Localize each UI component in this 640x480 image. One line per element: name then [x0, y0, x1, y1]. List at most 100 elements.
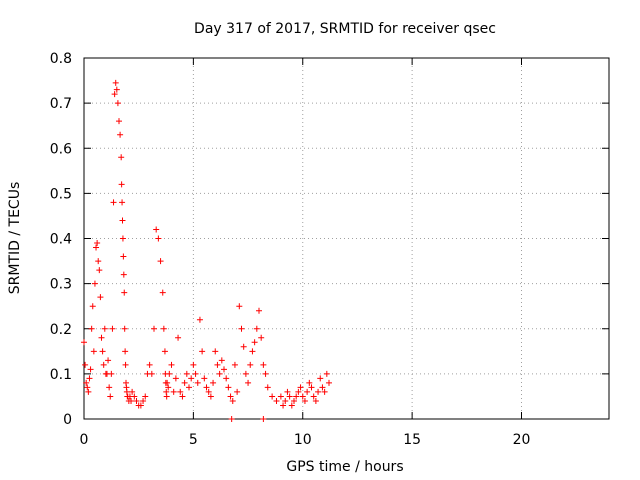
- data-point: [315, 388, 322, 395]
- data-point: [151, 325, 157, 332]
- data-points: [81, 79, 332, 422]
- data-point: [89, 303, 96, 310]
- chart-title: Day 317 of 2017, SRMTID for receiver qse…: [194, 21, 496, 37]
- data-point: [159, 289, 166, 296]
- data-point: [177, 388, 184, 395]
- x-axis-label: GPS time / hours: [286, 459, 403, 475]
- grid-lines: [84, 58, 609, 419]
- data-point: [88, 325, 95, 332]
- y-tick-label: 0.8: [50, 51, 72, 67]
- y-tick-label: 0.1: [50, 367, 72, 383]
- data-point: [119, 235, 126, 242]
- data-point: [205, 388, 212, 395]
- data-point: [118, 154, 125, 161]
- data-point: [238, 325, 245, 332]
- data-point: [253, 325, 260, 332]
- data-point: [170, 388, 177, 395]
- data-point: [280, 402, 287, 409]
- data-point: [157, 258, 164, 265]
- data-point: [216, 370, 223, 377]
- y-tick-label: 0.4: [50, 232, 72, 248]
- data-point: [231, 361, 238, 368]
- data-point: [293, 393, 300, 400]
- x-tick-label: 10: [294, 432, 312, 448]
- y-tick-label: 0.2: [50, 322, 72, 338]
- axis-ticks: [83, 57, 609, 420]
- data-point: [91, 280, 98, 287]
- data-point: [168, 361, 175, 368]
- y-tick-label: 0.7: [50, 96, 72, 112]
- data-point: [326, 379, 332, 386]
- data-point: [319, 384, 326, 391]
- data-point: [212, 348, 219, 355]
- y-tick-label: 0.5: [50, 186, 72, 202]
- data-point: [245, 379, 252, 386]
- data-point: [86, 375, 93, 382]
- data-point: [110, 199, 117, 206]
- data-point: [236, 303, 243, 310]
- data-point: [291, 397, 297, 404]
- data-point: [90, 348, 97, 355]
- data-point: [96, 267, 103, 274]
- data-point: [108, 370, 115, 377]
- data-point: [247, 361, 254, 368]
- data-point: [199, 348, 206, 355]
- data-point: [101, 325, 108, 332]
- data-point: [317, 375, 324, 382]
- x-tick-label: 15: [403, 432, 421, 448]
- data-point: [181, 379, 188, 386]
- y-tick-label: 0.6: [50, 141, 72, 157]
- data-point: [109, 325, 116, 332]
- data-point: [312, 397, 319, 404]
- data-point: [122, 361, 129, 368]
- data-point: [172, 375, 179, 382]
- data-point: [133, 397, 140, 404]
- data-point: [81, 339, 87, 346]
- data-point: [192, 370, 199, 377]
- data-point: [140, 397, 147, 404]
- data-point: [273, 397, 280, 404]
- data-point: [288, 402, 295, 409]
- data-point: [120, 271, 127, 278]
- series-srmtid: [81, 79, 332, 422]
- data-point: [277, 393, 284, 400]
- y-tick-label: 0: [63, 412, 72, 428]
- y-tick-label: 0.3: [50, 277, 72, 293]
- data-point: [256, 307, 262, 314]
- data-point: [201, 375, 208, 382]
- data-point: [94, 240, 101, 247]
- data-point: [260, 361, 267, 368]
- data-point: [118, 181, 125, 188]
- data-point: [155, 235, 162, 242]
- data-point: [194, 379, 201, 386]
- data-point: [113, 86, 120, 93]
- data-point: [234, 388, 241, 395]
- x-tick-label: 5: [189, 432, 198, 448]
- data-point: [188, 375, 195, 382]
- data-point: [183, 370, 190, 377]
- data-point: [262, 370, 269, 377]
- data-point: [106, 384, 113, 391]
- data-point: [119, 217, 126, 224]
- data-point: [117, 131, 124, 138]
- data-point: [137, 402, 144, 409]
- data-point: [269, 393, 276, 400]
- data-point: [284, 388, 291, 395]
- data-point: [227, 393, 234, 400]
- data-point: [119, 199, 126, 206]
- data-point: [111, 91, 118, 98]
- data-point: [146, 361, 153, 368]
- data-point: [282, 397, 289, 404]
- data-point: [160, 325, 167, 332]
- data-point: [114, 100, 121, 107]
- data-point: [164, 379, 171, 386]
- data-point: [100, 361, 107, 368]
- data-point: [93, 244, 100, 251]
- data-point: [249, 348, 256, 355]
- data-point: [295, 388, 302, 395]
- data-point: [84, 384, 91, 391]
- data-point: [196, 316, 203, 323]
- data-point: [321, 388, 328, 395]
- data-point: [304, 388, 311, 395]
